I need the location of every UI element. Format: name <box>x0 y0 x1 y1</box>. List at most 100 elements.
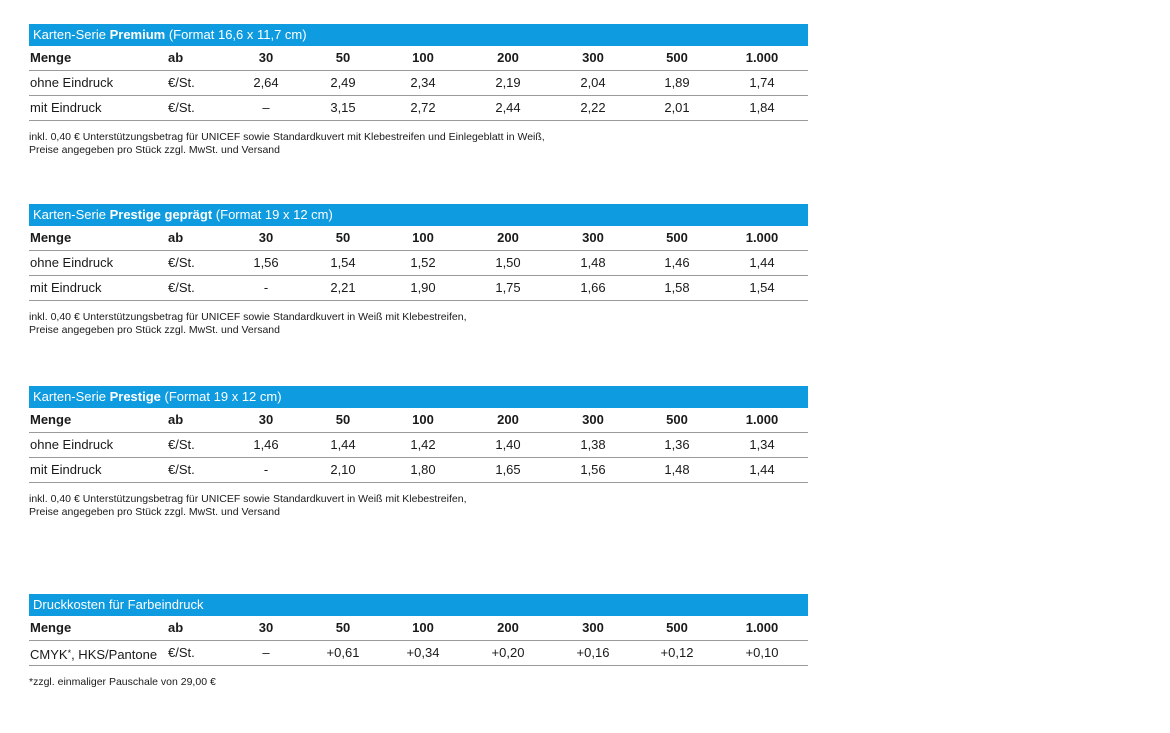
header-qty-200: 200 <box>497 620 519 635</box>
price-cell: - <box>263 280 269 295</box>
row-unit: €/St. <box>168 280 195 295</box>
price-cell: 2,21 <box>330 280 356 295</box>
price-cell: 1,66 <box>580 280 606 295</box>
header-qty-500: 500 <box>666 412 688 427</box>
price-cell: 1,36 <box>664 437 690 452</box>
table-row: ohne Eindruck €/St. 1,56 1,54 1,52 1,50 … <box>29 251 808 276</box>
price-cell: 2,01 <box>664 100 690 115</box>
row-label: mit Eindruck <box>30 462 102 477</box>
row-unit: €/St. <box>168 75 195 90</box>
table-row: ohne Eindruck €/St. 1,46 1,44 1,42 1,40 … <box>29 433 808 458</box>
row-label: mit Eindruck <box>30 280 102 295</box>
header-qty-500: 500 <box>666 230 688 245</box>
price-cell: 1,56 <box>253 255 279 270</box>
price-cell: 1,89 <box>664 75 690 90</box>
price-cell: 1,48 <box>580 255 606 270</box>
header-ab: ab <box>168 412 184 427</box>
price-cell: 1,90 <box>410 280 436 295</box>
row-unit: €/St. <box>168 437 195 452</box>
table-header-row: Menge ab 30 50 100 200 300 500 1.000 <box>29 616 808 641</box>
row-label: ohne Eindruck <box>30 255 114 270</box>
price-cell: 1,34 <box>749 437 775 452</box>
footnote-line: inkl. 0,40 € Unterstützungsbetrag für UN… <box>29 131 545 143</box>
price-cell: 2,19 <box>495 75 521 90</box>
header-qty-1000: 1.000 <box>745 620 779 635</box>
header-qty-30: 30 <box>258 50 274 65</box>
header-menge: Menge <box>30 230 72 245</box>
title-prefix: Karten-Serie <box>33 27 110 42</box>
header-qty-50: 50 <box>335 230 351 245</box>
footnote-marker: * <box>67 648 72 658</box>
header-qty-500: 500 <box>666 620 688 635</box>
header-ab: ab <box>168 230 184 245</box>
footnote-line: Preise angegeben pro Stück zzgl. MwSt. u… <box>29 506 280 518</box>
table-header-row: Menge ab 30 50 100 200 300 500 1.000 <box>29 408 808 433</box>
table-header-row: Menge ab 30 50 100 200 300 500 1.000 <box>29 226 808 251</box>
header-qty-300: 300 <box>582 230 604 245</box>
header-qty-300: 300 <box>582 50 604 65</box>
price-cell: 1,42 <box>410 437 436 452</box>
price-cell: 2,10 <box>330 462 356 477</box>
title-suffix: (Format 16,6 x 11,7 cm) <box>165 27 307 42</box>
price-table-prestige-gepraegt: Karten-Serie Prestige geprägt (Format 19… <box>29 204 808 337</box>
row-label-cmyk: CMYK <box>30 647 68 662</box>
header-menge: Menge <box>30 412 72 427</box>
price-cell: 2,22 <box>580 100 606 115</box>
footnote-marker: * <box>29 676 34 688</box>
title-prefix: Karten-Serie <box>33 389 110 404</box>
title-bold: Prestige geprägt <box>109 207 213 222</box>
price-cell: 1,44 <box>330 437 356 452</box>
header-qty-100: 100 <box>412 620 434 635</box>
price-cell: 1,46 <box>253 437 279 452</box>
title-prefix: Druckkosten für Farbeindruck <box>33 597 204 612</box>
table-title-bar: Karten-Serie Premium (Format 16,6 x 11,7… <box>29 24 808 46</box>
table-footnote: inkl. 0,40 € Unterstützungsbetrag für UN… <box>29 131 808 157</box>
header-qty-500: 500 <box>666 50 688 65</box>
price-cell: +0,34 <box>406 645 440 660</box>
price-cell: +0,61 <box>326 645 360 660</box>
header-menge: Menge <box>30 620 72 635</box>
header-qty-300: 300 <box>582 620 604 635</box>
row-unit: €/St. <box>168 645 195 660</box>
table-row: mit Eindruck €/St. - 2,21 1,90 1,75 1,66… <box>29 276 808 301</box>
row-unit: €/St. <box>168 462 195 477</box>
row-unit: €/St. <box>168 255 195 270</box>
footnote-line: inkl. 0,40 € Unterstützungsbetrag für UN… <box>29 311 467 323</box>
price-cell: 2,72 <box>410 100 436 115</box>
header-qty-1000: 1.000 <box>745 412 779 427</box>
price-cell: 1,75 <box>495 280 521 295</box>
header-ab: ab <box>168 50 184 65</box>
price-cell: +0,10 <box>745 645 779 660</box>
footnote-line: Preise angegeben pro Stück zzgl. MwSt. u… <box>29 324 280 336</box>
header-qty-30: 30 <box>258 620 274 635</box>
price-cell: 1,54 <box>330 255 356 270</box>
header-qty-200: 200 <box>497 50 519 65</box>
price-cell: 1,74 <box>749 75 775 90</box>
footnote-line: Preise angegeben pro Stück zzgl. MwSt. u… <box>29 144 280 156</box>
row-label: CMYK*, HKS/Pantone <box>30 641 157 667</box>
price-table-druckkosten: Druckkosten für Farbeindruck Menge ab 30… <box>29 594 808 689</box>
price-cell: +0,16 <box>576 645 610 660</box>
footnote-line: inkl. 0,40 € Unterstützungsbetrag für UN… <box>29 493 467 505</box>
table-footnote: *zzgl. einmaliger Pauschale von 29,00 € <box>29 676 808 689</box>
price-cell: 1,50 <box>495 255 521 270</box>
header-qty-100: 100 <box>412 50 434 65</box>
price-cell: 1,54 <box>749 280 775 295</box>
title-suffix: (Format 19 x 12 cm) <box>212 207 333 222</box>
price-cell: 1,80 <box>410 462 436 477</box>
title-bold: Prestige <box>109 389 161 404</box>
price-cell: 1,48 <box>664 462 690 477</box>
price-cell: 2,64 <box>253 75 279 90</box>
table-footnote: inkl. 0,40 € Unterstützungsbetrag für UN… <box>29 493 808 519</box>
header-qty-50: 50 <box>335 620 351 635</box>
title-bold: Premium <box>109 27 166 42</box>
table-header-row: Menge ab 30 50 100 200 300 500 1.000 <box>29 46 808 71</box>
footnote-text: zzgl. einmaliger Pauschale von 29,00 € <box>33 676 216 688</box>
header-qty-50: 50 <box>335 50 351 65</box>
price-cell: 1,38 <box>580 437 606 452</box>
price-cell: 1,58 <box>664 280 690 295</box>
row-label: mit Eindruck <box>30 100 102 115</box>
price-cell: 1,52 <box>410 255 436 270</box>
table-row: CMYK*, HKS/Pantone €/St. – +0,61 +0,34 +… <box>29 641 808 666</box>
table-title-bar: Druckkosten für Farbeindruck <box>29 594 808 616</box>
